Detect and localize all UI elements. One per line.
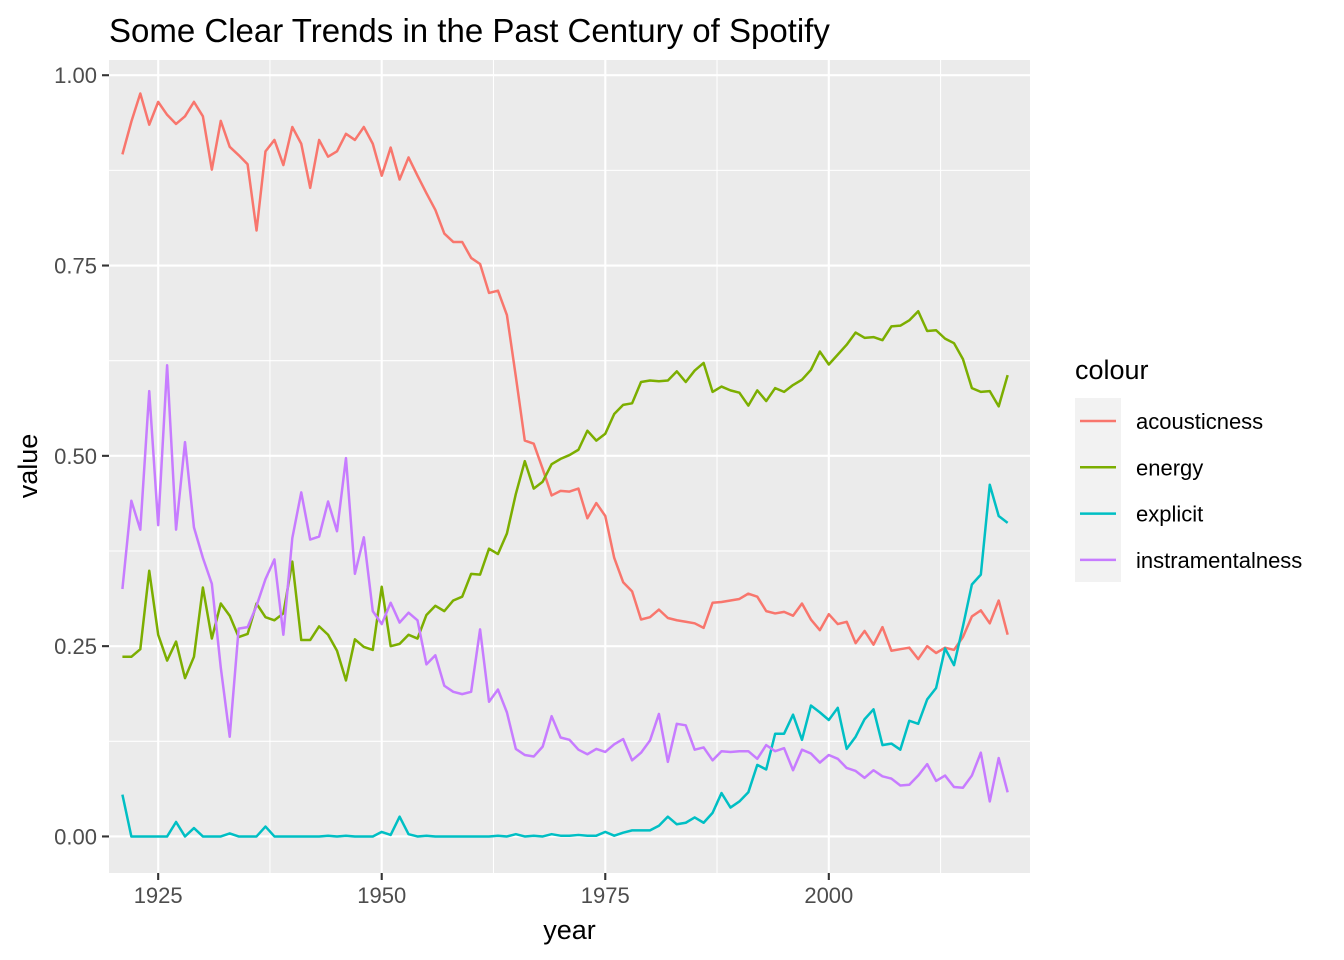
series-line-instramentalness	[121, 364, 1009, 803]
series-line-energy	[122, 309, 1009, 682]
legend-label-explicit: explicit	[1136, 502, 1203, 527]
chart-title: Some Clear Trends in the Past Century of…	[109, 12, 830, 49]
legend-label-energy: energy	[1136, 455, 1203, 480]
axes: 1925 1950 1975 2000 0.00 0.25 0.50 0.75 1.00	[54, 63, 853, 908]
legend: colour acousticness energy explicit instram…	[1075, 355, 1302, 582]
legend-label-instramentalness: instramentalness	[1136, 548, 1302, 573]
legend-entries: acousticness energy explicit instramentalne…	[1080, 409, 1302, 573]
y-tick-label: 1.00	[54, 63, 97, 88]
series-line-explicit	[121, 483, 1009, 838]
legend-label-acousticness: acousticness	[1136, 409, 1263, 434]
x-tick-label: 1975	[581, 883, 630, 908]
y-tick-label: 0.50	[54, 444, 97, 469]
series-line-acousticness	[121, 92, 1009, 661]
x-tick-label: 1950	[357, 883, 406, 908]
y-tick-label: 0.00	[54, 824, 97, 849]
plot-panel	[109, 60, 1030, 873]
legend-title: colour	[1075, 355, 1149, 385]
x-tick-label: 1925	[134, 883, 183, 908]
y-tick-label: 0.25	[54, 634, 97, 659]
x-axis-title: year	[543, 915, 596, 945]
y-axis-title: value	[13, 434, 43, 499]
legend-key-background	[1075, 398, 1121, 582]
y-tick-label: 0.75	[54, 254, 97, 279]
x-tick-label: 2000	[804, 883, 853, 908]
series-lines	[121, 92, 1009, 838]
